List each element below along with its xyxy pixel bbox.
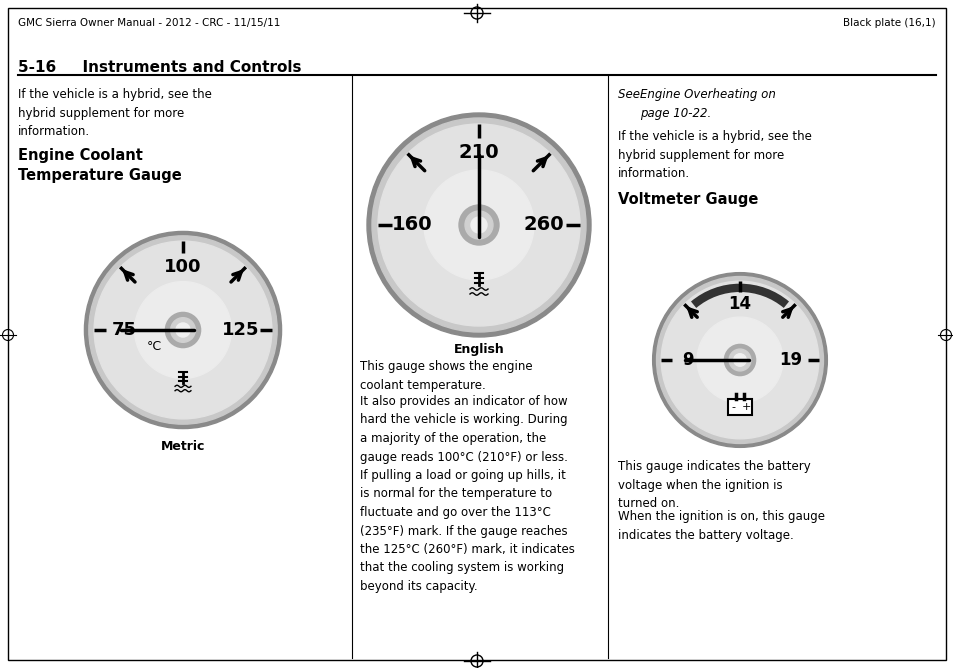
Text: Black plate (16,1): Black plate (16,1) <box>842 18 935 28</box>
Text: English: English <box>453 343 504 356</box>
Circle shape <box>372 118 585 332</box>
Text: 75: 75 <box>112 321 136 339</box>
Circle shape <box>697 317 782 403</box>
Text: 160: 160 <box>392 216 432 234</box>
Text: 14: 14 <box>728 295 751 313</box>
Bar <box>727 399 752 415</box>
Text: 5-16     Instruments and Controls: 5-16 Instruments and Controls <box>18 60 301 75</box>
Text: This gauge shows the engine
coolant temperature.: This gauge shows the engine coolant temp… <box>359 360 532 391</box>
Circle shape <box>723 345 755 375</box>
Text: Engine Coolant
Temperature Gauge: Engine Coolant Temperature Gauge <box>18 148 182 184</box>
Circle shape <box>458 205 498 245</box>
Text: GMC Sierra Owner Manual - 2012 - CRC - 11/15/11: GMC Sierra Owner Manual - 2012 - CRC - 1… <box>18 18 280 28</box>
Text: It also provides an indicator of how
hard the vehicle is working. During
a major: It also provides an indicator of how har… <box>359 395 575 593</box>
Circle shape <box>656 277 822 444</box>
Circle shape <box>367 113 590 337</box>
Circle shape <box>464 211 493 239</box>
Circle shape <box>175 323 190 337</box>
Circle shape <box>165 313 200 347</box>
Circle shape <box>134 282 232 378</box>
Text: -: - <box>731 401 735 411</box>
Text: 19: 19 <box>779 351 801 369</box>
Text: °C: °C <box>147 340 161 353</box>
Text: This gauge indicates the battery
voltage when the ignition is
turned on.: This gauge indicates the battery voltage… <box>618 460 810 510</box>
Text: See: See <box>618 88 643 101</box>
Text: If the vehicle is a hybrid, see the
hybrid supplement for more
information.: If the vehicle is a hybrid, see the hybr… <box>618 130 811 180</box>
Circle shape <box>652 273 826 448</box>
Circle shape <box>171 318 195 342</box>
Text: Engine Overheating on
page 10-22.: Engine Overheating on page 10-22. <box>639 88 775 120</box>
Text: Voltmeter Gauge: Voltmeter Gauge <box>618 192 758 207</box>
Circle shape <box>733 354 745 366</box>
Circle shape <box>94 241 272 419</box>
Circle shape <box>85 231 281 429</box>
Text: When the ignition is on, this gauge
indicates the battery voltage.: When the ignition is on, this gauge indi… <box>618 510 824 542</box>
Circle shape <box>377 124 579 326</box>
Text: 9: 9 <box>681 351 693 369</box>
Circle shape <box>471 217 486 233</box>
Text: If the vehicle is a hybrid, see the
hybrid supplement for more
information.: If the vehicle is a hybrid, see the hybr… <box>18 88 212 138</box>
Text: 210: 210 <box>458 144 498 162</box>
Text: +: + <box>740 401 750 411</box>
Text: 125: 125 <box>221 321 258 339</box>
Circle shape <box>660 281 818 439</box>
Circle shape <box>89 236 277 424</box>
Text: 260: 260 <box>523 216 564 234</box>
Text: Metric: Metric <box>161 440 205 453</box>
Text: 100: 100 <box>164 258 201 276</box>
Circle shape <box>728 349 750 371</box>
Circle shape <box>423 170 534 280</box>
